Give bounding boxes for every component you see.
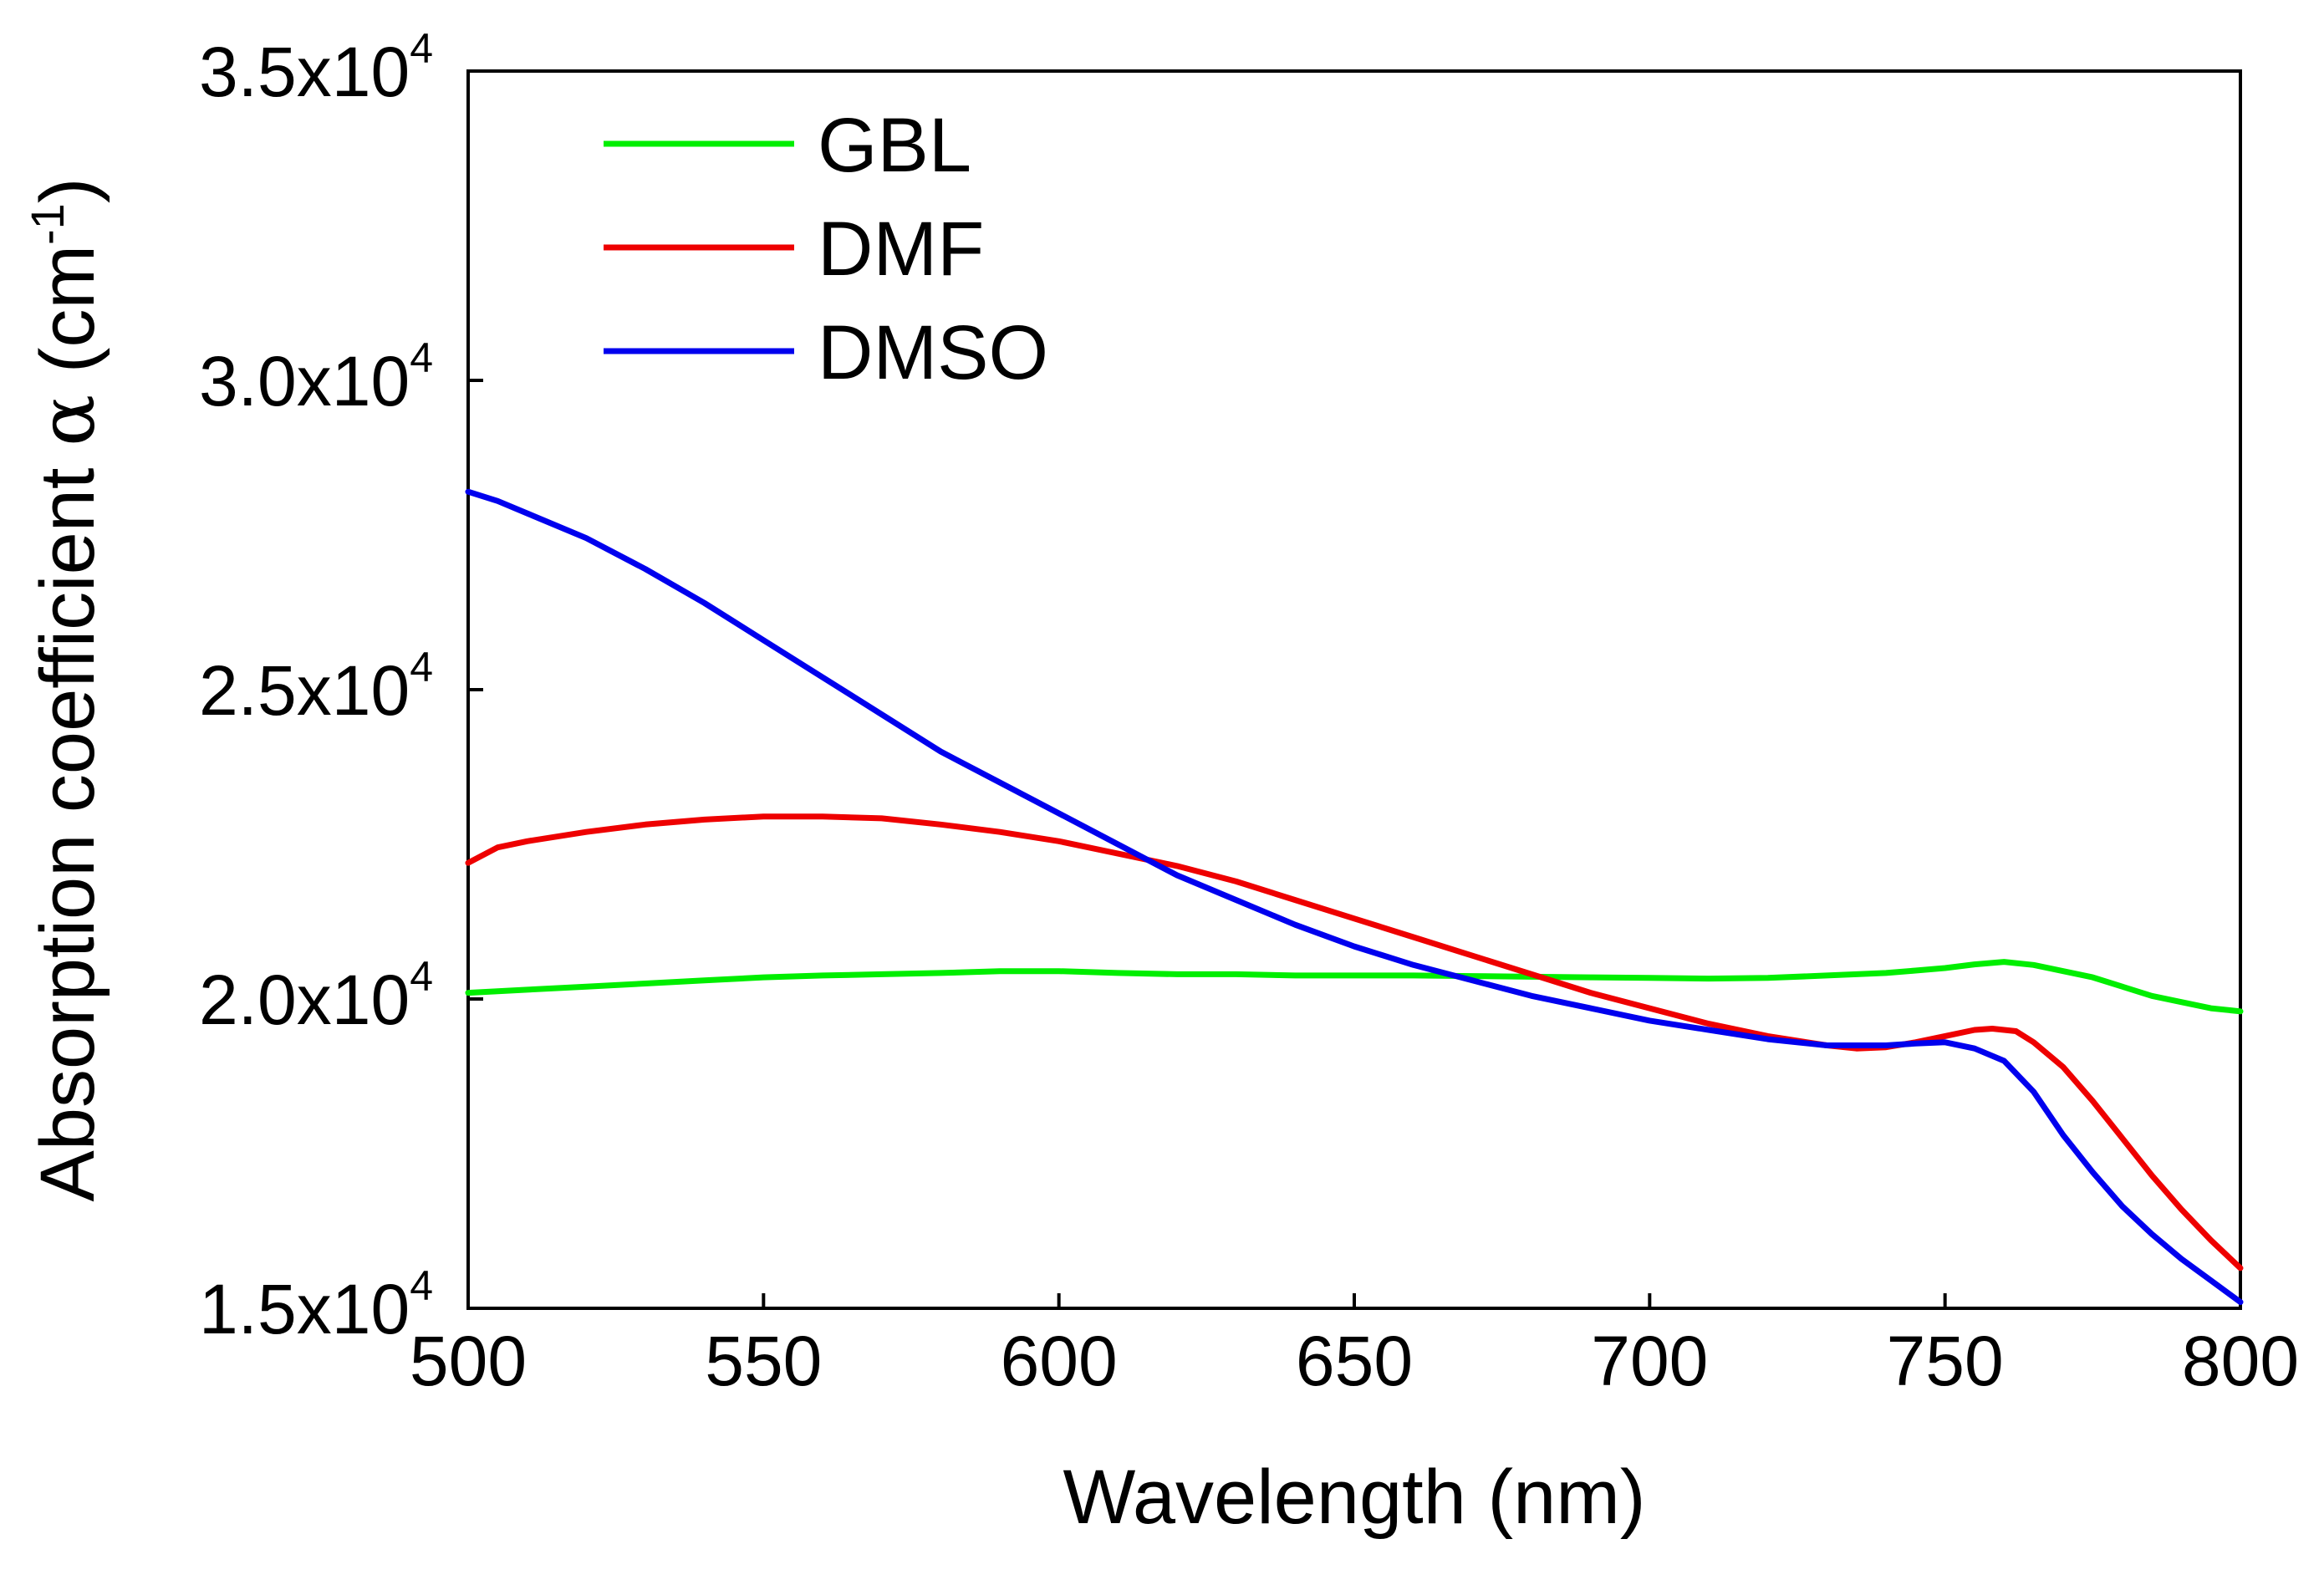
y-tick-label: 2.0x104 — [199, 953, 433, 1039]
y-tick-mantissa: 2.5x10 — [199, 651, 410, 730]
legend-label-dmf: DMF — [818, 206, 984, 292]
y-axis-title-exponent: -1 — [21, 203, 74, 245]
x-tick-label: 500 — [410, 1322, 527, 1400]
series-line-dmf — [465, 813, 2244, 1272]
y-tick-mantissa: 1.5x10 — [199, 1270, 410, 1348]
y-axis-title-alpha: α — [23, 395, 112, 446]
y-tick-mantissa: 2.0x10 — [199, 961, 410, 1039]
y-tick-exponent: 4 — [410, 953, 433, 1000]
plot-frame — [466, 69, 2242, 1310]
series-line-dmso — [465, 488, 2244, 1306]
legend: GBL DMF DMSO — [604, 103, 1048, 395]
x-tick-label: 550 — [705, 1322, 822, 1400]
y-tick-label: 2.5x104 — [199, 644, 433, 730]
y-tick-exponent: 4 — [410, 1262, 433, 1309]
series-line-gbl — [465, 959, 2244, 1015]
y-tick-mantissa: 3.0x10 — [199, 342, 410, 420]
y-tick-exponent: 4 — [410, 25, 433, 72]
y-tick-label: 1.5x104 — [199, 1262, 433, 1348]
y-axis-title-main: Absorption coefficient — [25, 446, 110, 1202]
x-tick-label: 800 — [2182, 1322, 2299, 1400]
x-tick-label: 750 — [1887, 1322, 2004, 1400]
y-tick-label: 3.5x104 — [199, 25, 433, 111]
y-tick-exponent: 4 — [410, 644, 433, 691]
x-axis-title: Wavelength (nm) — [1063, 1455, 1645, 1540]
y-axis-title: Absorption coefficient α (cm-1) — [21, 178, 112, 1202]
y-axis-title-close: ) — [25, 178, 110, 204]
y-tick-mantissa: 3.5x10 — [199, 33, 410, 111]
x-tick-label: 650 — [1296, 1322, 1413, 1400]
y-axis-title-unit: (cm — [25, 245, 110, 395]
x-tick-label: 700 — [1591, 1322, 1708, 1400]
x-axis-ticks: 500 550 600 650 700 750 800 — [410, 1293, 2299, 1400]
y-tick-label: 3.0x104 — [199, 334, 433, 420]
x-tick-label: 600 — [1001, 1322, 1118, 1400]
series-lines — [465, 488, 2244, 1306]
legend-label-dmso: DMSO — [818, 310, 1048, 395]
y-tick-exponent: 4 — [410, 334, 433, 381]
legend-label-gbl: GBL — [818, 103, 971, 188]
